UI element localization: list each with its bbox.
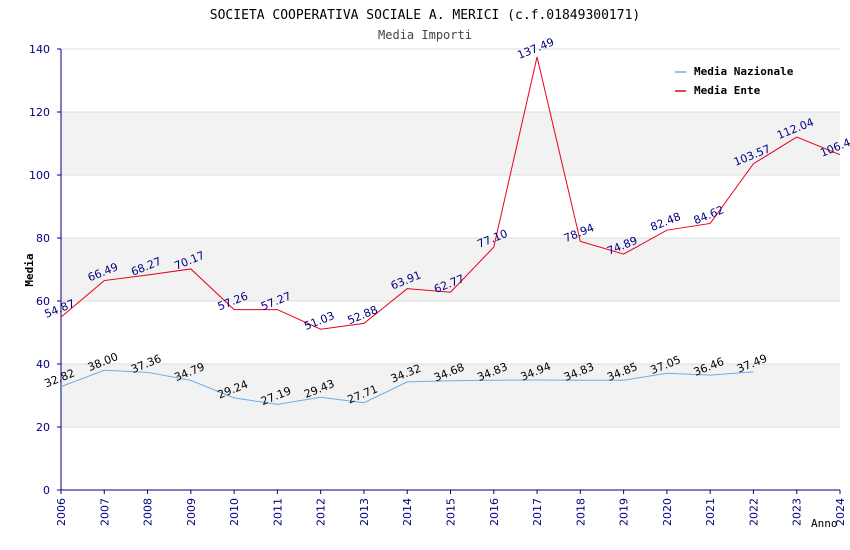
data-label: 137.49 bbox=[515, 35, 556, 61]
y-axis-label: Media bbox=[23, 253, 36, 286]
x-tick-label: 2011 bbox=[271, 498, 284, 526]
y-tick-label: 100 bbox=[29, 169, 50, 182]
x-tick-label: 2024 bbox=[834, 498, 847, 526]
band-1 bbox=[61, 364, 840, 427]
x-tick-label: 2008 bbox=[142, 498, 155, 526]
data-label: 51.03 bbox=[302, 309, 336, 333]
series-line-1 bbox=[60, 56, 841, 330]
y-tick-labels: 0 20 40 60 80 100 120 140 bbox=[29, 43, 50, 497]
x-tick-label: 2007 bbox=[98, 498, 111, 526]
band-5 bbox=[61, 112, 840, 175]
x-tick-label: 2022 bbox=[747, 498, 760, 526]
legend: Media Nazionale Media Ente bbox=[675, 65, 794, 97]
x-tick-label: 2010 bbox=[228, 498, 241, 526]
y-tick-label: 0 bbox=[43, 484, 50, 497]
y-tick-label: 140 bbox=[29, 43, 50, 56]
x-tick-label: 2019 bbox=[618, 498, 631, 526]
x-tick-label: 2020 bbox=[661, 498, 674, 526]
y-tick-label: 80 bbox=[36, 232, 50, 245]
x-tick-labels: 2006 2007 2008 2009 2010 2011 2012 2013 2014 2015… bbox=[55, 498, 847, 526]
x-tick-label: 2006 bbox=[55, 498, 68, 526]
x-tick-label: 2018 bbox=[574, 498, 587, 526]
x-tick-label: 2009 bbox=[185, 498, 198, 526]
y-tick-label: 40 bbox=[36, 358, 50, 371]
chart-subtitle: Media Importi bbox=[378, 28, 472, 42]
y-tick-label: 60 bbox=[36, 295, 50, 308]
x-tick-label: 2012 bbox=[315, 498, 328, 526]
chart-title: SOCIETA COOPERATIVA SOCIALE A. MERICI (c… bbox=[210, 8, 640, 23]
y-tick-label: 20 bbox=[36, 421, 50, 434]
background-bands bbox=[61, 112, 840, 427]
x-tick-label: 2016 bbox=[488, 498, 501, 526]
series-line-0 bbox=[60, 369, 754, 405]
x-tick-label: 2013 bbox=[358, 498, 371, 526]
series-lines bbox=[60, 56, 841, 405]
axes bbox=[57, 48, 841, 494]
y-tick-label: 120 bbox=[29, 106, 50, 119]
x-axis-label: Anno bbox=[811, 517, 838, 530]
legend-label-ente: Media Ente bbox=[694, 84, 761, 97]
data-label: 82.48 bbox=[649, 210, 683, 234]
x-tick-label: 2014 bbox=[401, 498, 414, 526]
x-tick-label: 2023 bbox=[791, 498, 804, 526]
x-tick-label: 2021 bbox=[704, 498, 717, 526]
x-tick-label: 2015 bbox=[445, 498, 458, 526]
x-tick-label: 2017 bbox=[531, 498, 544, 526]
legend-label-nazionale: Media Nazionale bbox=[694, 65, 794, 78]
